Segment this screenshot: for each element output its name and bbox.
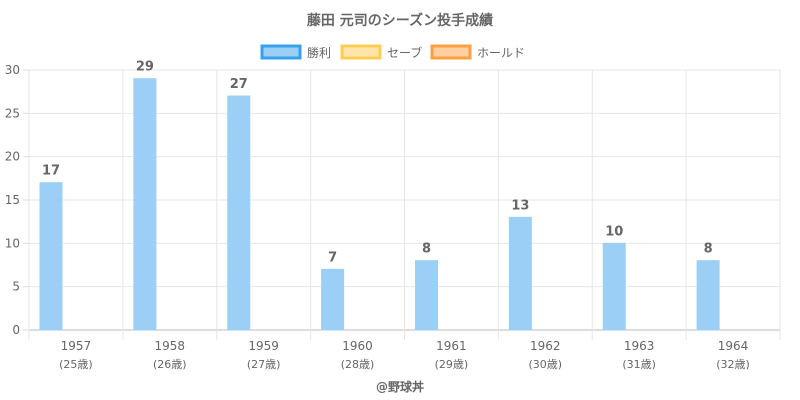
legend-swatch[interactable]	[430, 44, 472, 60]
credit-label: @野球丼	[376, 379, 424, 394]
data-labels-group: 17 29 27 7 8 13 10 8	[42, 60, 713, 266]
x-axis: 1957 (25歳) 1958 (26歳) 1959 (27歳) 1960 (28歳) 1961…	[59, 339, 750, 371]
legend-label[interactable]: 勝利	[307, 45, 331, 60]
legend-swatch[interactable]	[260, 44, 302, 60]
y-tick-label: 10	[5, 236, 20, 250]
x-tick-label: 1959	[248, 339, 279, 353]
bar[interactable]	[227, 95, 251, 331]
x-tick-label: 1957	[61, 339, 92, 353]
bar-value-label: 8	[422, 242, 431, 257]
bar[interactable]	[415, 260, 438, 331]
x-tick-sublabel: (29歳)	[435, 358, 469, 371]
x-tick-label: 1962	[530, 339, 561, 353]
chart-legend[interactable]: 勝利 セーブ ホールド	[260, 44, 525, 60]
bar-value-label: 29	[136, 60, 154, 75]
x-tick-sublabel: (27歳)	[247, 358, 281, 371]
y-tick-label: 20	[5, 150, 20, 164]
bars-group	[39, 78, 720, 331]
x-tick-label: 1963	[624, 339, 655, 353]
bar-value-label: 10	[605, 224, 623, 239]
x-tick-sublabel: (28歳)	[341, 358, 375, 371]
legend-swatch[interactable]	[340, 44, 382, 60]
y-tick-label: 0	[12, 323, 20, 337]
x-tick-sublabel: (25歳)	[59, 358, 93, 371]
x-tick-sublabel: (30歳)	[529, 358, 563, 371]
bar[interactable]	[602, 242, 626, 331]
bar[interactable]	[508, 216, 532, 331]
x-tick-label: 1958	[155, 339, 186, 353]
bar-value-label: 17	[42, 164, 60, 179]
bar[interactable]	[133, 78, 157, 331]
x-tick-sublabel: (32歳)	[716, 358, 750, 371]
y-tick-label: 5	[12, 280, 20, 294]
x-tick-label: 1964	[718, 339, 749, 353]
x-tick-label: 1960	[342, 339, 373, 353]
legend-label[interactable]: セーブ	[387, 45, 422, 60]
bar-value-label: 13	[511, 198, 529, 213]
y-axis: 0 5 10 15 20 25 30	[5, 63, 29, 337]
y-tick-label: 15	[5, 193, 20, 207]
x-tick-label: 1961	[436, 339, 467, 353]
bar[interactable]	[696, 260, 720, 331]
x-tick-sublabel: (31歳)	[622, 358, 656, 371]
y-tick-label: 25	[5, 106, 20, 120]
bar-value-label: 8	[704, 242, 713, 257]
bar[interactable]	[321, 268, 345, 331]
chart-title: 藤田 元司のシーズン投手成績	[307, 12, 493, 29]
x-tick-sublabel: (26歳)	[153, 358, 187, 371]
bar[interactable]	[39, 182, 63, 331]
y-tick-label: 30	[5, 63, 20, 77]
legend-label[interactable]: ホールド	[477, 46, 525, 60]
bar-value-label: 7	[328, 250, 337, 265]
bar-value-label: 27	[230, 77, 248, 92]
